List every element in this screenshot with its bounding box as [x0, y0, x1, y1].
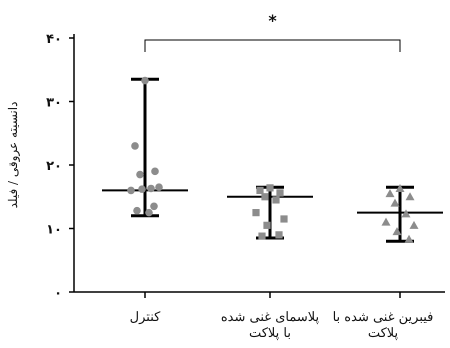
data-point-1-4	[272, 196, 280, 204]
data-point-1-0	[266, 184, 274, 192]
y-axis-label: دانسیته عروقی / فیلد	[6, 101, 20, 209]
x-category-label-0: کنترل	[80, 310, 210, 326]
x-category-label-1-line-1: با پلاکت	[248, 326, 292, 341]
data-point-2-4	[401, 209, 411, 218]
data-point-2-5	[381, 217, 391, 226]
data-point-1-7	[263, 221, 271, 229]
data-point-2-6	[409, 220, 419, 229]
data-point-0-8	[150, 202, 158, 211]
data-point-1-6	[280, 215, 288, 223]
data-point-2-7	[392, 227, 402, 236]
data-point-2-8	[404, 234, 414, 243]
y-tick-label-1: ۱۰	[46, 223, 62, 238]
significance-bracket	[144, 39, 401, 52]
data-point-2-0	[395, 183, 405, 192]
data-point-0-7	[138, 185, 146, 193]
data-point-0-9	[133, 206, 141, 215]
data-point-2-1	[385, 189, 395, 198]
y-tick-label-2: ۲۰	[46, 159, 62, 174]
data-point-1-9	[258, 232, 266, 240]
data-point-0-10	[145, 208, 153, 217]
y-tick-label-3: ۳۰	[46, 96, 62, 111]
data-point-1-3	[261, 193, 269, 201]
y-tick-label-4: ۴۰	[46, 32, 62, 47]
y-tick-label-0: ۰	[54, 286, 62, 301]
significance-label: *	[268, 11, 277, 30]
data-point-1-2	[276, 189, 284, 197]
x-category-label-2: فیبرین غنی شده با پلاکت	[318, 310, 448, 342]
data-point-0-3	[136, 170, 144, 179]
data-point-0-4	[147, 184, 155, 193]
data-point-0-0	[141, 76, 149, 85]
data-point-2-2	[405, 192, 415, 201]
data-point-0-5	[127, 186, 135, 195]
data-point-1-8	[275, 231, 283, 239]
data-point-0-6	[155, 183, 163, 192]
data-point-2-3	[390, 198, 400, 207]
x-category-label-0-line-0: کنترل	[129, 310, 161, 325]
x-category-label-2-line-1: پلاکت	[367, 326, 399, 341]
x-category-label-1: پلاسمای غنی شده با پلاکت	[205, 310, 335, 342]
x-category-label-2-line-0: فیبرین غنی شده با	[332, 310, 434, 325]
data-point-1-5	[252, 209, 260, 217]
data-point-1-1	[256, 186, 264, 194]
data-point-0-1	[131, 142, 139, 150]
x-category-label-1-line-0: پلاسمای غنی شده	[220, 310, 320, 325]
data-point-0-2	[151, 167, 159, 176]
